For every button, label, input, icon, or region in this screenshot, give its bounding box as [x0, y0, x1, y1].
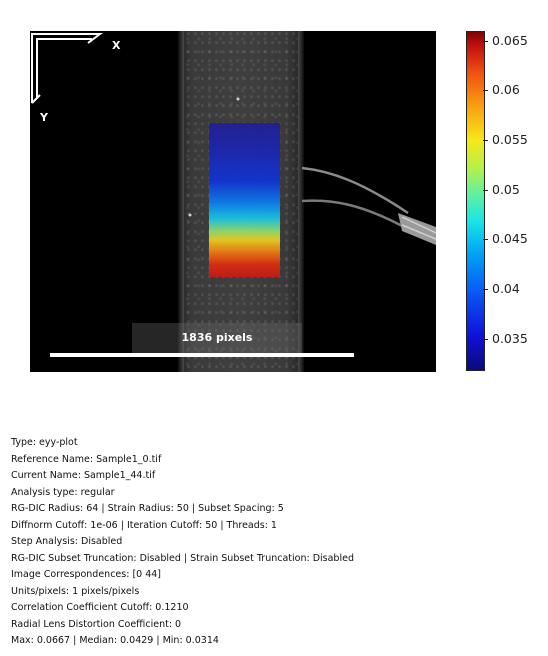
- colorbar-tick: [483, 239, 488, 240]
- info-correspondences: Image Correspondences: [0 44]: [11, 569, 162, 580]
- scale-bar: [50, 353, 354, 357]
- info-current-name: Current Name: Sample1_44.tif: [11, 470, 156, 481]
- colorbar-tick-label: 0.04: [492, 281, 520, 296]
- info-type: Type: eyy-plot: [11, 437, 78, 448]
- info-units: Units/pixels: 1 pixels/pixels: [11, 585, 140, 597]
- colorbar-tick-label: 0.035: [492, 331, 528, 346]
- colorbar-tick: [483, 289, 488, 290]
- info-step-analysis: Step Analysis: Disabled: [11, 536, 123, 547]
- colorbar-tick-label: 0.045: [492, 231, 528, 246]
- info-truncation: RG-DIC Subset Truncation: Disabled | Str…: [11, 552, 354, 564]
- info-cc-cutoff: Correlation Coefficient Cutoff: 0.1210: [11, 602, 189, 613]
- strain-plot-image: X Y 1836 pixels: [30, 31, 436, 372]
- extensometer-wires: [188, 97, 436, 245]
- colorbar-tick: [483, 140, 488, 141]
- colorbar-tick: [483, 339, 488, 340]
- colorbar-tick-label: 0.065: [492, 33, 528, 48]
- colorbar-tick: [483, 90, 488, 91]
- colorbar-tick-label: 0.06: [492, 82, 520, 97]
- colorbar: [466, 31, 485, 371]
- analysis-info-panel: Type: eyy-plot Reference Name: Sample1_0…: [11, 435, 531, 650]
- info-lens-distortion: Radial Lens Distortion Coefficient: 0: [11, 618, 182, 630]
- colorbar-tick-label: 0.05: [492, 182, 520, 197]
- specimen-left-edge: [178, 31, 184, 372]
- axis-x-label: X: [112, 39, 121, 52]
- axis-y-label: Y: [40, 111, 48, 124]
- info-rgdic-params: RG-DIC Radius: 64 | Strain Radius: 50 | …: [11, 503, 284, 514]
- info-cutoffs: Diffnorm Cutoff: 1e-06 | Iteration Cutof…: [11, 519, 277, 531]
- specimen-right-edge: [298, 31, 304, 372]
- info-stats: Max: 0.0667 | Median: 0.0429 | Min: 0.03…: [11, 635, 219, 646]
- colorbar-tick: [483, 190, 488, 191]
- strain-field-overlay: [209, 123, 280, 277]
- axis-indicator-icon: [31, 33, 103, 104]
- scale-bar-background: [132, 323, 302, 353]
- info-reference-name: Reference Name: Sample1_0.tif: [11, 453, 162, 465]
- colorbar-tick: [483, 41, 488, 42]
- colorbar-tick-label: 0.055: [492, 132, 528, 147]
- info-analysis-type: Analysis type: regular: [11, 486, 115, 498]
- scale-bar-label: 1836 pixels: [181, 331, 253, 344]
